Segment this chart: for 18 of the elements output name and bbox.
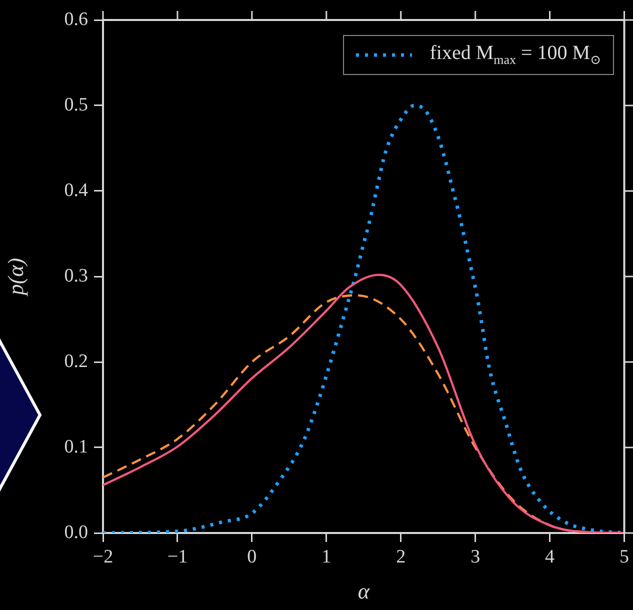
x-axis-title: α xyxy=(358,578,370,604)
x-tick-label: −1 xyxy=(167,546,188,568)
y-tick-label: 0.6 xyxy=(64,8,88,30)
x-tick-label: 4 xyxy=(545,546,556,568)
y-tick-label: 0.2 xyxy=(64,350,88,372)
x-tick-label: 5 xyxy=(620,546,629,568)
x-tick-label: 1 xyxy=(322,546,332,568)
y-tick-label: 0.5 xyxy=(64,94,88,116)
y-tick-label: 0.1 xyxy=(64,436,88,458)
y-tick-label: 0.4 xyxy=(64,180,88,201)
y-axis-title: p(α) xyxy=(2,258,28,298)
x-tick-label: 0 xyxy=(247,546,257,568)
legend-label: fixed M$_{max}$ = 100 M$_{⊙}$ xyxy=(430,42,601,68)
x-tick-label: −2 xyxy=(92,546,114,568)
x-tick-label: 2 xyxy=(396,546,406,568)
y-tick-label: 0.3 xyxy=(64,265,88,286)
y-tick-label: 0.0 xyxy=(64,522,88,543)
x-tick-label: 3 xyxy=(470,546,480,568)
